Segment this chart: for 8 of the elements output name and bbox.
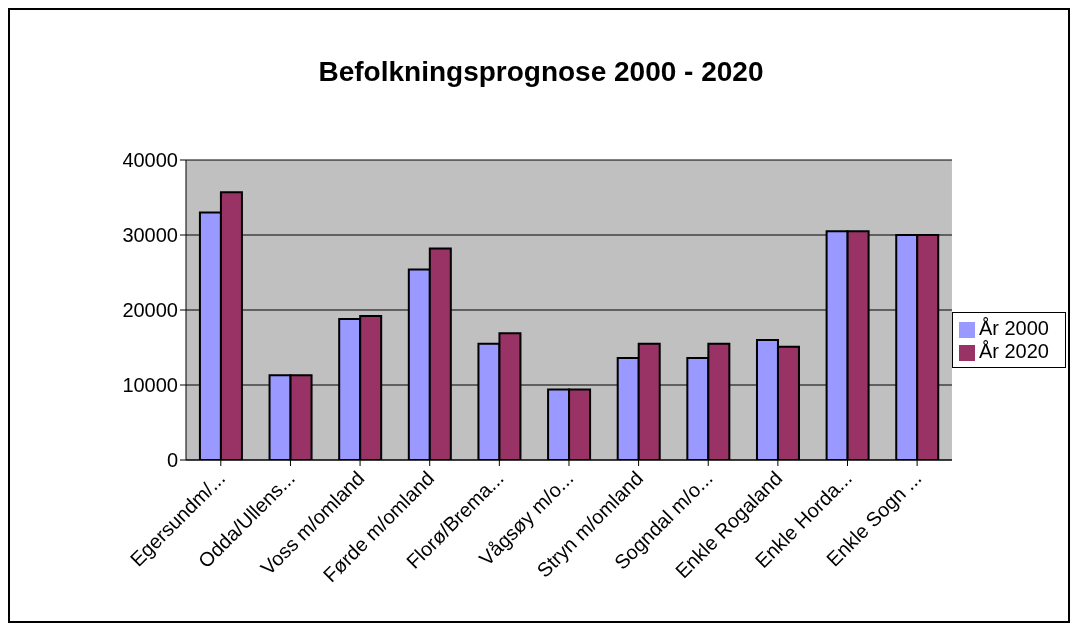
legend-label: År 2000 [978,317,1049,339]
y-tick-label: 0 [166,449,178,472]
y-tick-label: 10000 [122,374,178,397]
legend-label: År 2020 [978,340,1049,362]
y-tick-label: 20000 [122,299,178,322]
chart-title: Befolkningsprognose 2000 - 2020 [317,56,765,88]
y-tick-label: 30000 [122,224,178,247]
y-tick-label: 40000 [122,149,178,172]
